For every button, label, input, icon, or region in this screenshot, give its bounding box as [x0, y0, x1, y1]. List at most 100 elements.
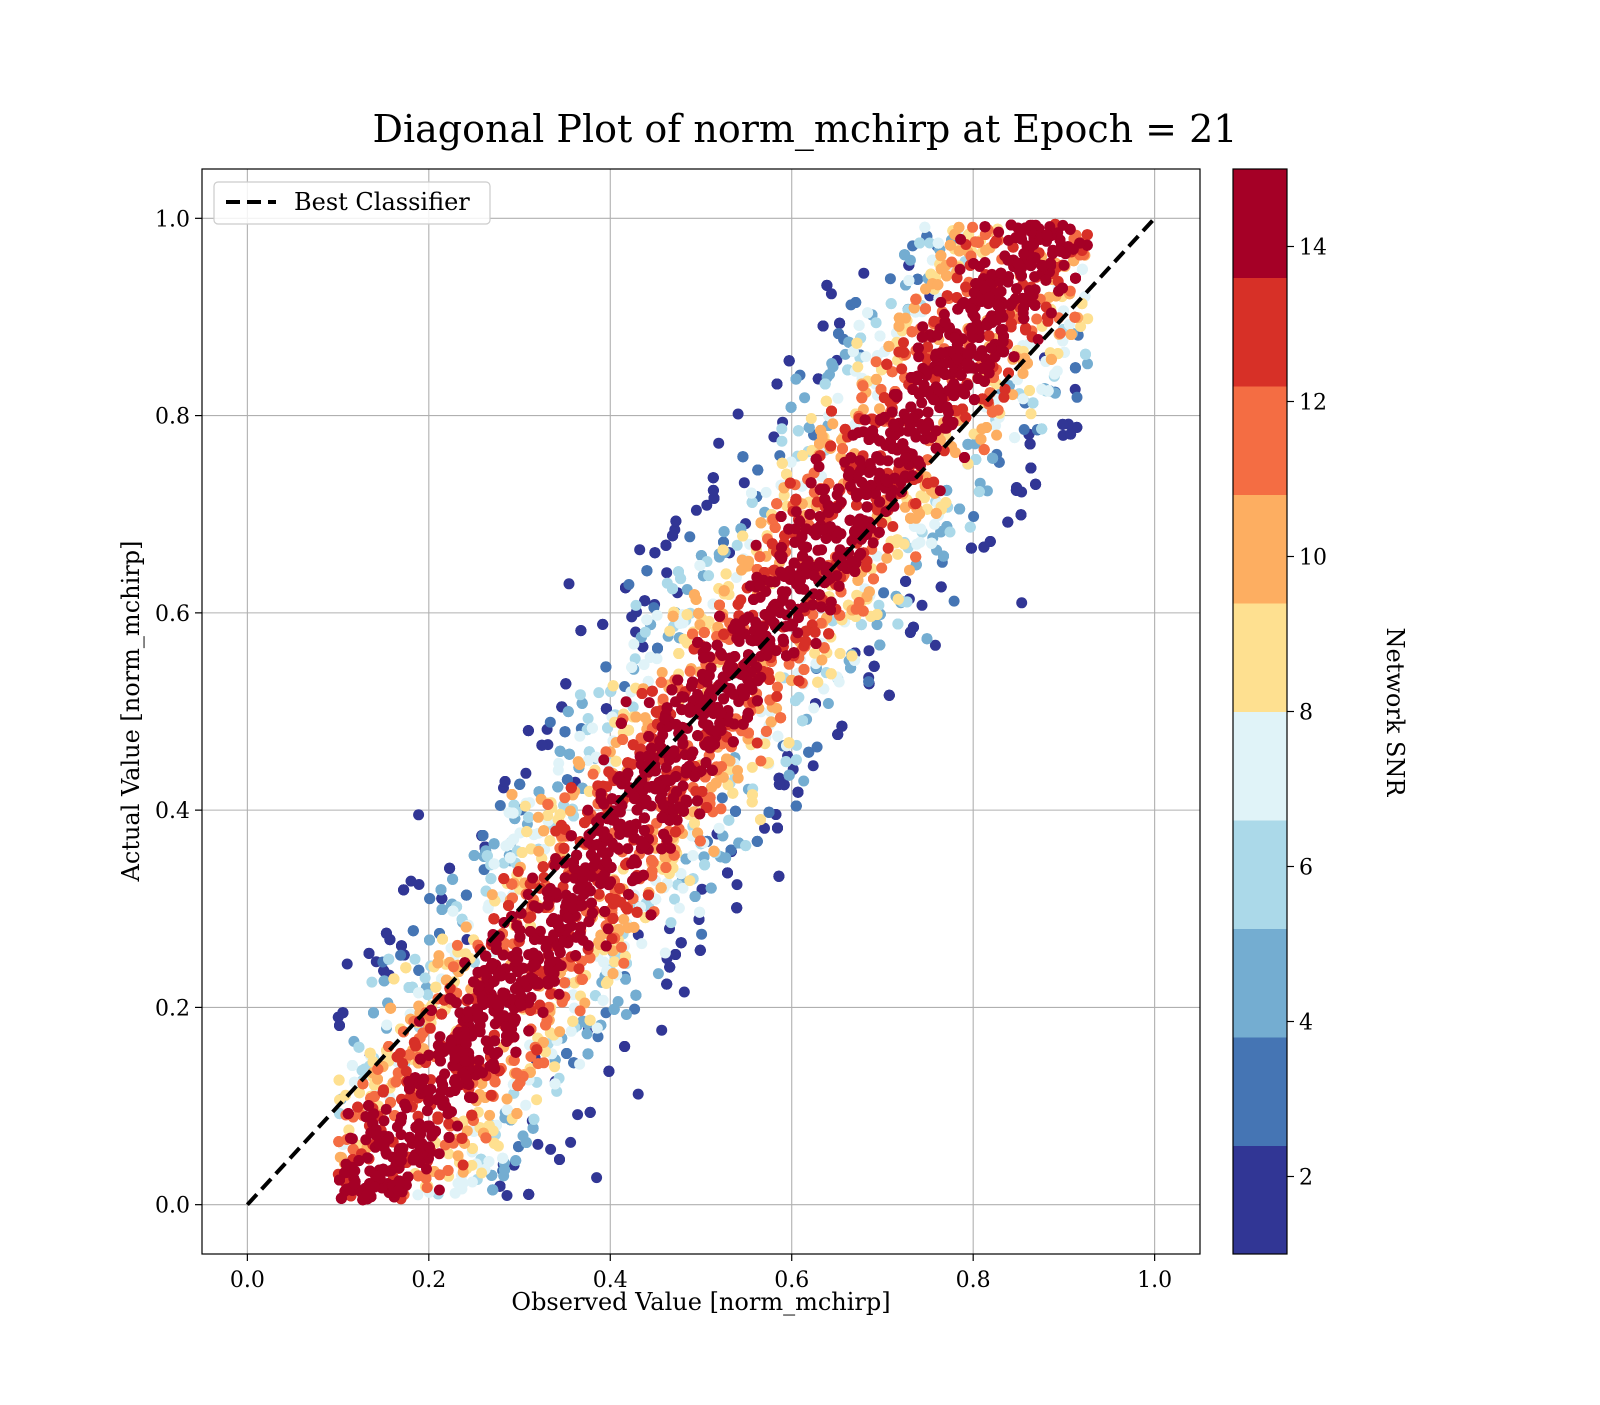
scatter-point — [520, 768, 531, 779]
scatter-point — [949, 596, 960, 607]
scatter-point — [1009, 432, 1020, 443]
scatter-point — [733, 773, 744, 784]
scatter-point — [353, 1042, 364, 1053]
scatter-point — [523, 725, 534, 736]
scatter-point — [967, 222, 978, 233]
scatter-point — [797, 715, 808, 726]
scatter-point — [777, 458, 788, 469]
scatter-point — [903, 275, 914, 286]
scatter-point — [661, 979, 672, 990]
scatter-point — [499, 1164, 510, 1175]
scatter-point — [662, 578, 673, 589]
scatter-point — [875, 331, 886, 342]
scatter-point — [823, 698, 834, 709]
scatter-point — [531, 1094, 542, 1105]
scatter-point — [919, 222, 930, 233]
scatter-point — [979, 444, 990, 455]
scatter-point — [630, 990, 641, 1001]
scatter-point — [737, 451, 748, 462]
scatter-point — [727, 788, 738, 799]
scatter-point — [679, 987, 690, 998]
scatter-point — [520, 1100, 531, 1111]
scatter-point — [1025, 463, 1036, 474]
scatter-point — [1036, 384, 1047, 395]
scatter-point — [791, 374, 802, 385]
scatter-point — [797, 450, 808, 461]
scatter-point — [640, 627, 651, 638]
scatter-point — [978, 542, 989, 553]
scatter-point — [932, 279, 943, 290]
scatter-point — [1055, 328, 1066, 339]
scatter-point — [695, 945, 706, 956]
scatter-point — [523, 812, 534, 823]
scatter-point — [730, 806, 741, 817]
scatter-point — [641, 565, 652, 576]
scatter-point — [1016, 597, 1027, 608]
scatter-point — [772, 379, 783, 390]
scatter-point — [653, 968, 664, 979]
scatter-point — [896, 363, 907, 374]
scatter-point — [443, 1165, 454, 1176]
scatter-point — [502, 1190, 513, 1201]
scatter-point — [854, 320, 865, 331]
scatter-point — [368, 1007, 379, 1018]
scatter-point — [437, 934, 448, 945]
scatter-point — [532, 1139, 543, 1150]
scatter-point — [508, 834, 519, 845]
scatter-point — [505, 852, 516, 863]
scatter-point — [945, 240, 956, 251]
scatter-point — [914, 238, 925, 249]
scatter-point — [365, 1048, 376, 1059]
scatter-point — [485, 873, 496, 884]
scatter-point — [871, 374, 882, 385]
scatter-point — [746, 488, 757, 499]
scatter-point — [691, 505, 702, 516]
scatter-point — [413, 809, 424, 820]
scatter-point — [424, 935, 435, 946]
scatter-point — [743, 556, 754, 567]
scatter-point — [761, 487, 772, 498]
scatter-point — [884, 690, 895, 701]
scatter-point — [826, 668, 837, 679]
scatter-point — [670, 826, 681, 837]
scatter-point — [670, 516, 681, 527]
scatter-point — [588, 769, 599, 780]
scatter-point — [786, 402, 797, 413]
scatter-points — [333, 219, 1093, 1205]
scatter-point — [633, 1089, 644, 1100]
scatter-point — [723, 815, 734, 826]
scatter-point — [366, 977, 377, 988]
scatter-point — [626, 662, 637, 673]
scatter-point — [448, 906, 459, 917]
scatter-point — [910, 551, 921, 562]
scatter-point — [585, 1107, 596, 1118]
scatter-point — [1080, 349, 1091, 360]
scatter-point — [609, 1004, 620, 1015]
scatter-point — [560, 726, 571, 737]
scatter-point — [931, 508, 942, 519]
scatter-point — [974, 486, 985, 497]
scatter-point — [740, 840, 751, 851]
scatter-point — [772, 682, 783, 693]
scatter-point — [818, 321, 829, 332]
scatter-point — [936, 581, 947, 592]
scatter-point — [755, 814, 766, 825]
scatter-point — [1028, 397, 1039, 408]
scatter-point — [1031, 314, 1042, 325]
scatter-point — [1082, 313, 1093, 324]
scatter-point — [566, 782, 577, 793]
scatter-point — [1077, 264, 1088, 275]
scatter-point — [600, 661, 611, 672]
scatter-point — [630, 712, 641, 723]
scatter-point — [954, 504, 965, 515]
scatter-point — [708, 472, 719, 483]
scatter-point — [575, 689, 586, 700]
scatter-point — [881, 553, 892, 564]
scatter-point — [962, 439, 973, 450]
scatter-point — [732, 540, 743, 551]
scatter-point — [808, 760, 819, 771]
scatter-point — [806, 413, 817, 424]
scatter-point — [863, 676, 874, 687]
scatter-point — [334, 1075, 345, 1086]
scatter-point — [637, 688, 648, 699]
